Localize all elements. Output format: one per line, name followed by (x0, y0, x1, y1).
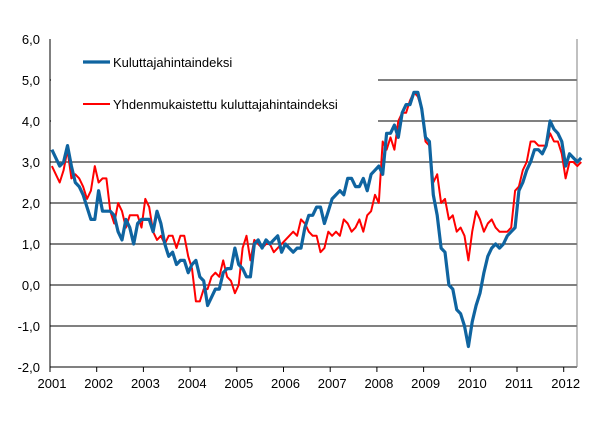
x-tick-label: 2001 (38, 376, 67, 391)
y-tick-label: 4,0 (22, 114, 40, 129)
y-tick-label: -1,0 (18, 319, 40, 334)
axes (49, 39, 578, 372)
x-tick-label: 2008 (364, 376, 393, 391)
legend-label-yhdenmukaistettu: Yhdenmukaistettu kuluttajahintaindeksi (113, 97, 338, 112)
y-tick-label: 0,0 (22, 278, 40, 293)
y-tick-label: 6,0 (22, 32, 40, 47)
x-tick-label: 2012 (551, 376, 580, 391)
y-axis-labels: -2,0 -1,0 0,0 1,0 2,0 3,0 4,0 5,0 6,0 (18, 32, 40, 375)
legend-background (51, 45, 378, 125)
series-line-kuluttajahintaindeksi (50, 90, 583, 349)
x-tick-label: 2004 (178, 376, 207, 391)
legend-label-kuluttajahintaindeksi: Kuluttajahintaindeksi (113, 55, 232, 70)
x-tick-label: 2011 (505, 376, 533, 391)
x-tick-label: 2010 (458, 376, 487, 391)
y-tick-label: 3,0 (22, 155, 40, 170)
x-tick-label: 2002 (84, 376, 113, 391)
y-tick-label: 2,0 (22, 196, 40, 211)
x-tick-label: 2003 (131, 376, 160, 391)
x-tick-label: 2009 (411, 376, 440, 391)
y-tick-label: -2,0 (18, 360, 40, 375)
y-tick-label: 1,0 (22, 237, 40, 252)
series-line-yhdenmukaistettu-kuluttajahintaindeksi (50, 91, 582, 303)
x-tick-label: 2007 (318, 376, 347, 391)
x-tick-label: 2006 (271, 376, 300, 391)
legend: Kuluttajahintaindeksi Yhdenmukaistettu k… (83, 55, 338, 112)
y-tick-label: 5,0 (22, 73, 40, 88)
x-axis-labels: 2001 2002 2003 2004 2005 2006 2007 2008 … (38, 376, 581, 391)
x-tick-label: 2005 (224, 376, 253, 391)
